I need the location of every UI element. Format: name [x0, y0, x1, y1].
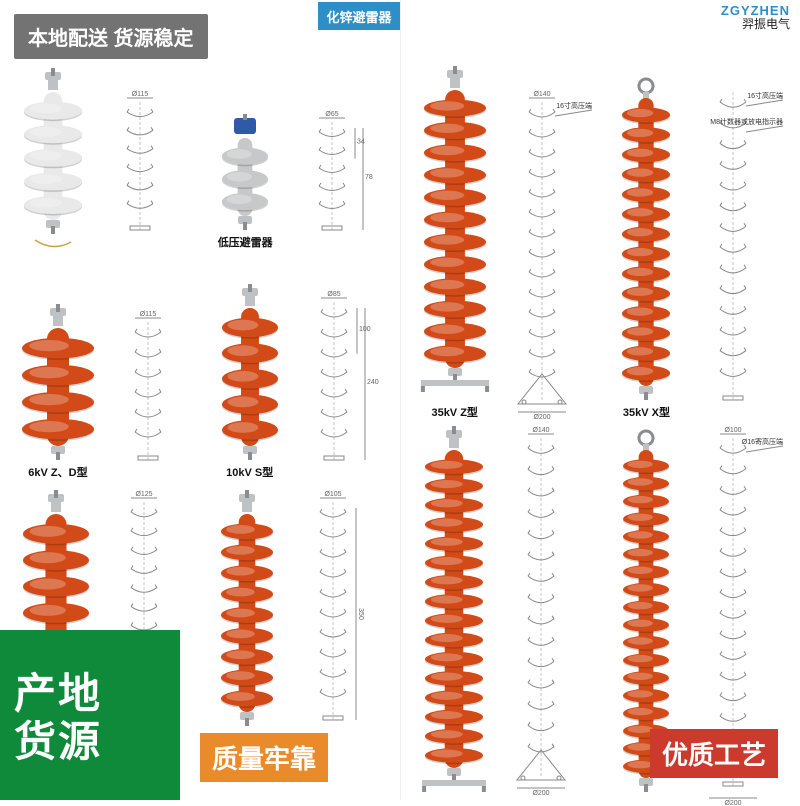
svg-text:Ø65: Ø65	[325, 111, 338, 118]
green-line-2: 货源	[14, 718, 102, 766]
catalog-page-right: ZGYZHEN 羿振电气 35kV Z型 Ø140 Ø200 16寸高压端 35kV X…	[401, 0, 800, 800]
svg-text:Ø200: Ø200	[534, 414, 551, 420]
svg-text:Ø115: Ø115	[132, 91, 149, 98]
svg-text:M8计数器或放电指示器: M8计数器或放电指示器	[710, 117, 783, 126]
left-row-1: Ø115 低压避雷器 Ø65 34 78	[8, 50, 392, 250]
page-header-right: ZGYZHEN 羿振电气	[401, 0, 800, 30]
header-fragment-text: 化锌避雷器	[326, 7, 391, 26]
svg-text:Ø100: Ø100	[724, 427, 741, 434]
svg-text:16寸高压端: 16寸高压端	[747, 91, 783, 100]
badge-green-source: 产地 货源	[0, 630, 180, 800]
stamp-craft: 优质工艺	[650, 729, 778, 778]
arrester-10kv-label: 10kV S型	[226, 464, 273, 480]
arrester-35x-label: 35kV X型	[623, 404, 670, 420]
brand-block: ZGYZHEN 羿振电气	[721, 4, 790, 31]
arrester-6kv-label: 6kV Z、D型	[28, 464, 87, 480]
diagram-tall-a: Ø140 Ø200	[505, 426, 595, 796]
diagram-35z: Ø140 Ø200 16寸高压端	[506, 90, 596, 420]
diagram-6kv: Ø115	[112, 310, 202, 480]
diagram-low-voltage: Ø65 34 78	[296, 110, 386, 250]
right-content: 35kV Z型 Ø140 Ø200 16寸高压端 35kV X型 16寸高压端 M8计数器或…	[401, 30, 800, 800]
badge-top-left: 本地配送 货源稳定	[14, 14, 208, 59]
arrester-tall-a	[414, 426, 494, 800]
svg-text:Ø200: Ø200	[532, 790, 549, 796]
svg-text:Ø105: Ø105	[324, 491, 341, 498]
svg-text:Ø140: Ø140	[532, 427, 549, 434]
svg-text:34: 34	[357, 138, 365, 145]
arrester-35z-label: 35kV Z型	[431, 404, 477, 420]
arrester-6kv: 6kV Z、D型	[12, 304, 104, 480]
svg-text:Ø85: Ø85	[327, 291, 340, 298]
arrester-white-5fin	[13, 68, 93, 250]
stamp-quality: 质量牢靠	[200, 733, 328, 782]
svg-text:Ø140: Ø140	[534, 91, 551, 98]
svg-text:16寸高压端: 16寸高压端	[556, 101, 592, 110]
diagram-10kv: Ø85100240	[298, 290, 388, 480]
diagram-mid-b: Ø105 350	[297, 490, 387, 740]
arrester-mid-b	[207, 490, 287, 726]
svg-text:Ø200: Ø200	[724, 800, 741, 806]
arrester-10kv: 10kV S型	[210, 284, 290, 480]
svg-text:Ø115: Ø115	[140, 311, 157, 318]
svg-text:Ø125: Ø125	[136, 491, 153, 498]
green-line-1: 产地	[14, 670, 102, 718]
arrester-35x: 35kV X型	[606, 74, 686, 420]
header-title-fragment: 化锌避雷器	[318, 2, 399, 30]
svg-text:240: 240	[367, 379, 379, 386]
diagram-white: Ø115	[104, 90, 194, 250]
left-row-2: 6kV Z、D型 Ø115 10kV S型 Ø85100240	[8, 260, 392, 480]
arrester-low-voltage: 低压避雷器	[205, 114, 285, 250]
svg-text:350: 350	[357, 608, 364, 620]
arrester-35z: 35kV Z型	[414, 66, 496, 420]
diagram-35x: 16寸高压端 M8计数器或放电指示器	[697, 80, 787, 420]
svg-text:78: 78	[365, 174, 373, 181]
arrester-low-voltage-label: 低压避雷器	[218, 234, 273, 250]
svg-text:Ø16寄高压端: Ø16寄高压端	[741, 437, 782, 446]
right-row-1: 35kV Z型 Ø140 Ø200 16寸高压端 35kV X型 16寸高压端 M8计数器或…	[409, 50, 793, 420]
